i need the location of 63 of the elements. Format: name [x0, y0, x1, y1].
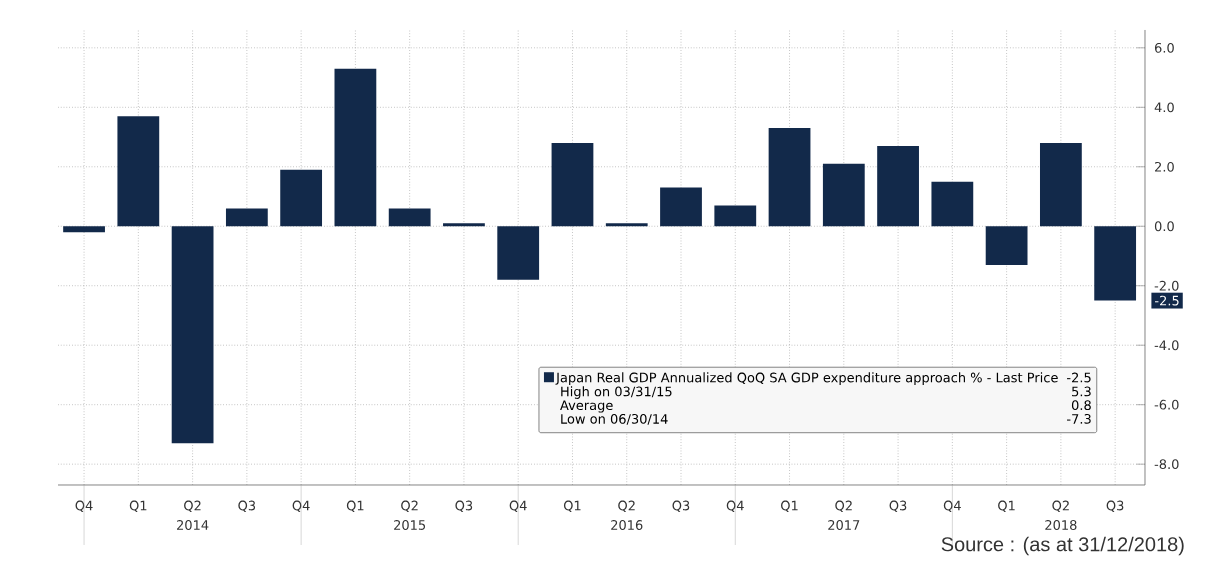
x-tick-label: Q4: [943, 500, 961, 512]
x-tick-label: Q2: [401, 500, 418, 512]
x-tick-label: Q4: [509, 500, 527, 512]
x-tick-label: Q2: [835, 500, 852, 512]
bar: [388, 208, 431, 227]
bar: [985, 226, 1028, 265]
annotation: -7.3: [1067, 414, 1091, 424]
x-tick-label: Q2: [618, 500, 635, 512]
bar: [714, 205, 757, 227]
x-tick-label: Q4: [292, 500, 310, 512]
x-tick-label: Q1: [998, 500, 1015, 512]
bar: [931, 181, 974, 227]
bar: [1039, 142, 1082, 227]
x-tick-label: Q3: [238, 500, 256, 512]
bar: [1094, 226, 1137, 301]
x-tick-label: Q1: [346, 500, 364, 512]
x-tick-label: Q2: [184, 500, 201, 512]
annotation: -2.5: [1067, 372, 1091, 383]
x-tick-label: Q3: [889, 500, 907, 512]
bar: [877, 145, 919, 227]
bar: [660, 187, 702, 227]
y-tick-label: -6.0: [1154, 399, 1179, 410]
bar: [768, 128, 811, 227]
bar: [117, 116, 160, 227]
bar: [171, 226, 214, 444]
bar: [605, 223, 648, 227]
x-tick-label: Q3: [672, 500, 690, 512]
y-tick-label: 4.0: [1154, 102, 1174, 113]
x-tick-label: Q1: [563, 500, 581, 512]
annotation: High on 03/31/15: [561, 386, 672, 399]
bar: [63, 226, 105, 233]
text: 2017: [828, 520, 860, 530]
annotation: 0.8: [1071, 400, 1091, 411]
text: 2014: [176, 520, 209, 530]
x-tick-label: Q3: [1106, 500, 1124, 512]
annotation: Low on 06/30/14: [561, 414, 668, 425]
x-tick-label: Q4: [75, 500, 93, 512]
y-tick-label: 2.0: [1155, 161, 1174, 172]
bar: [334, 68, 377, 227]
bar: [497, 226, 540, 280]
bar: [225, 208, 268, 227]
bar: [551, 142, 594, 227]
x-tick-label: Q1: [129, 500, 147, 512]
text: 2018: [1045, 520, 1077, 530]
x-tick-label: Q2: [1052, 500, 1069, 512]
x-tick-label: Q3: [455, 500, 473, 512]
annotation: Average: [560, 400, 613, 413]
annotation: 5.3: [1072, 386, 1091, 397]
y-tick-label: 6.0: [1154, 42, 1174, 53]
y-tick-label: -4.0: [1154, 340, 1179, 351]
y-tick-label: -2.0: [1154, 280, 1179, 291]
text: 2015: [394, 520, 426, 530]
text: 2016: [611, 520, 643, 530]
text: -2.5: [1155, 295, 1179, 306]
legend-label: Japan Real GDP Annualized QoQ SA GDP expenditure approach % - Last Price: [555, 372, 1058, 385]
bar: [443, 223, 485, 227]
x-tick-label: Q1: [781, 500, 798, 512]
x-tick-label: Q4: [726, 500, 744, 512]
y-tick-label: 0.0: [1154, 221, 1174, 232]
y-tick-label: -8.0: [1154, 459, 1179, 470]
source-note: Source : (as at 31/12/2018): [941, 536, 1184, 556]
bar: [822, 163, 865, 227]
bar: [280, 169, 323, 227]
